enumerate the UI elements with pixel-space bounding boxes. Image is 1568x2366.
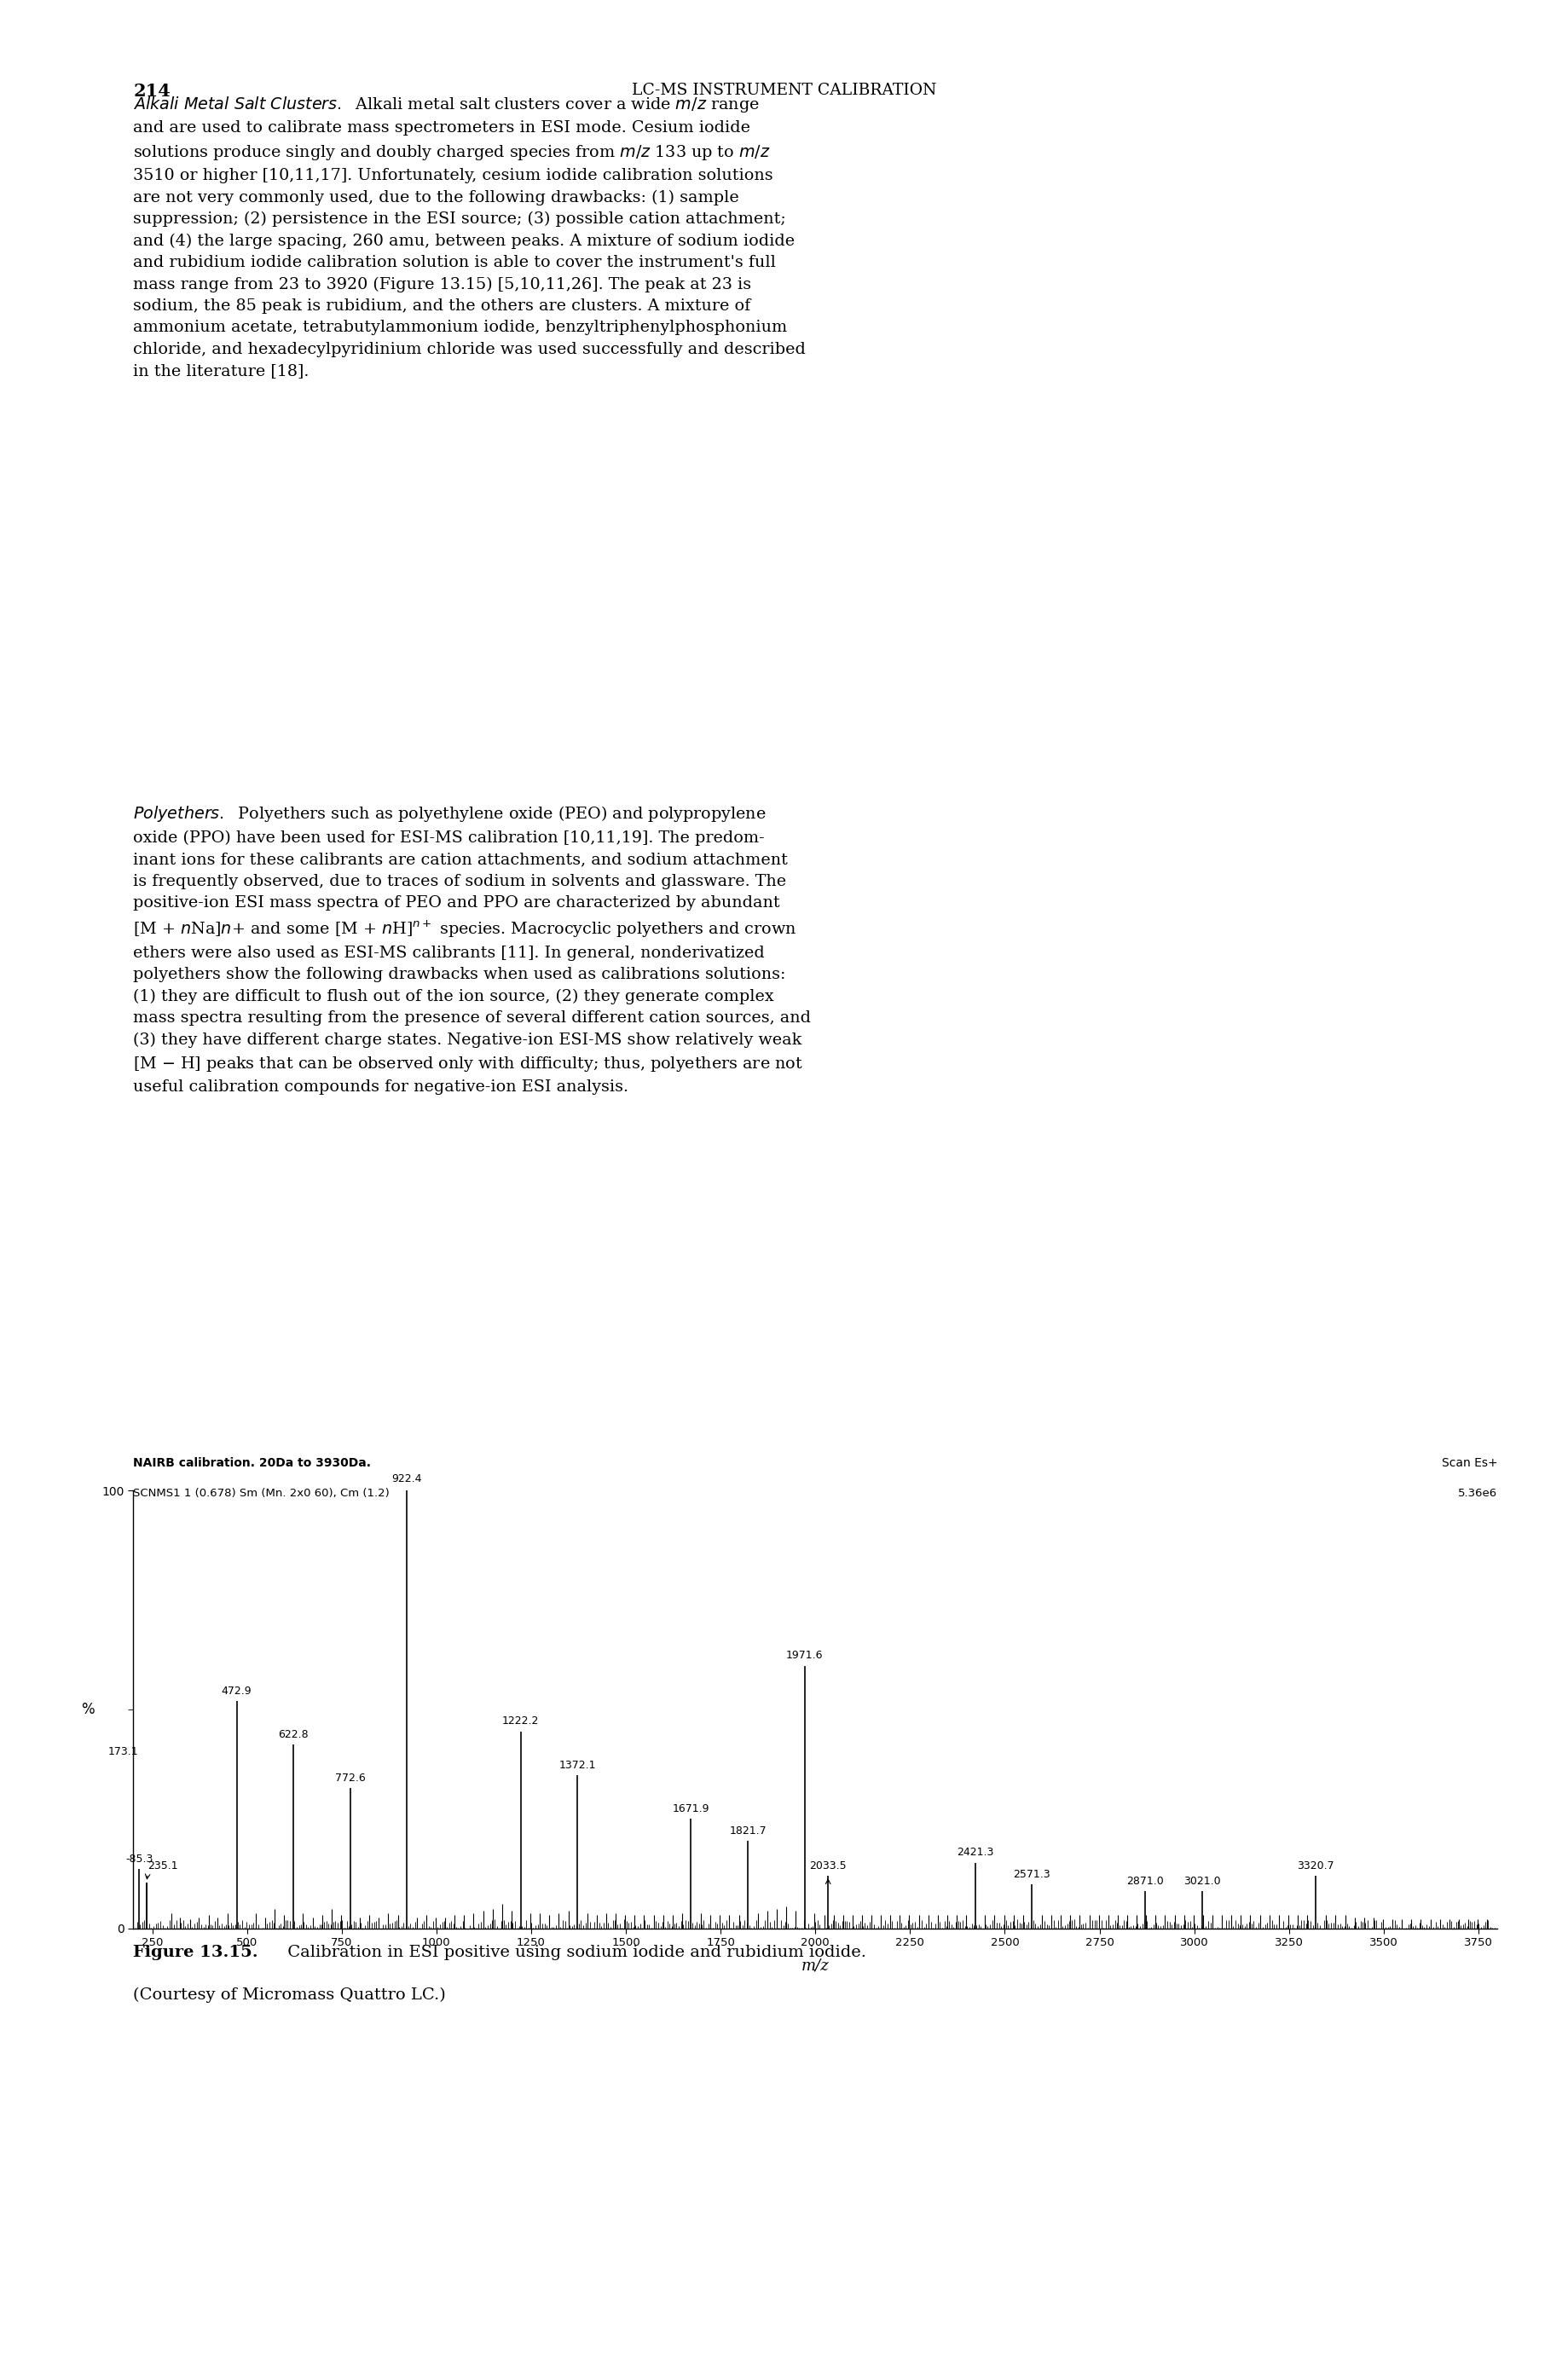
Text: 472.9: 472.9: [221, 1685, 252, 1696]
Text: $\bf{\it{Polyethers.}}$  Polyethers such as polyethylene oxide (PEO) and polypro: $\bf{\it{Polyethers.}}$ Polyethers such …: [133, 804, 811, 1095]
Text: (Courtesy of Micromass Quattro LC.): (Courtesy of Micromass Quattro LC.): [133, 1987, 445, 2004]
Text: 2421.3: 2421.3: [956, 1848, 994, 1857]
Text: 1971.6: 1971.6: [786, 1649, 823, 1661]
Text: 922.4: 922.4: [392, 1474, 422, 1483]
Text: 1671.9: 1671.9: [673, 1803, 710, 1815]
Text: 1372.1: 1372.1: [558, 1760, 596, 1770]
Text: 2871.0: 2871.0: [1127, 1876, 1163, 1886]
Text: Figure 13.15.: Figure 13.15.: [133, 1945, 259, 1959]
Text: 5.36e6: 5.36e6: [1458, 1488, 1497, 1500]
Text: 3021.0: 3021.0: [1184, 1876, 1221, 1886]
Text: 2033.5: 2033.5: [809, 1860, 847, 1872]
Text: $\bf{\it{Alkali\ Metal\ Salt\ Clusters.}}$  Alkali metal salt clusters cover a w: $\bf{\it{Alkali\ Metal\ Salt\ Clusters.}…: [133, 95, 806, 379]
Text: 2571.3: 2571.3: [1013, 1869, 1051, 1881]
Text: Scan Es+: Scan Es+: [1441, 1457, 1497, 1469]
Text: -85.3: -85.3: [125, 1853, 154, 1864]
Text: Calibration in ESI positive using sodium iodide and rubidium iodide.: Calibration in ESI positive using sodium…: [282, 1945, 866, 1959]
Text: SCNMS1 1 (0.678) Sm (Mn. 2x0 60), Cm (1.2): SCNMS1 1 (0.678) Sm (Mn. 2x0 60), Cm (1.…: [133, 1488, 390, 1500]
Text: 214: 214: [133, 83, 171, 99]
Y-axis label: %: %: [82, 1701, 94, 1718]
Text: 235.1: 235.1: [147, 1860, 179, 1872]
Text: LC-MS INSTRUMENT CALIBRATION: LC-MS INSTRUMENT CALIBRATION: [632, 83, 936, 97]
Text: 173.1: 173.1: [108, 1746, 138, 1758]
Text: 622.8: 622.8: [278, 1730, 309, 1739]
Text: 1222.2: 1222.2: [502, 1715, 539, 1727]
Text: 3320.7: 3320.7: [1297, 1860, 1334, 1872]
Text: 772.6: 772.6: [336, 1772, 365, 1784]
Text: 1821.7: 1821.7: [729, 1824, 767, 1836]
Text: NAIRB calibration. 20Da to 3930Da.: NAIRB calibration. 20Da to 3930Da.: [133, 1457, 372, 1469]
X-axis label: m/z: m/z: [801, 1957, 829, 1973]
